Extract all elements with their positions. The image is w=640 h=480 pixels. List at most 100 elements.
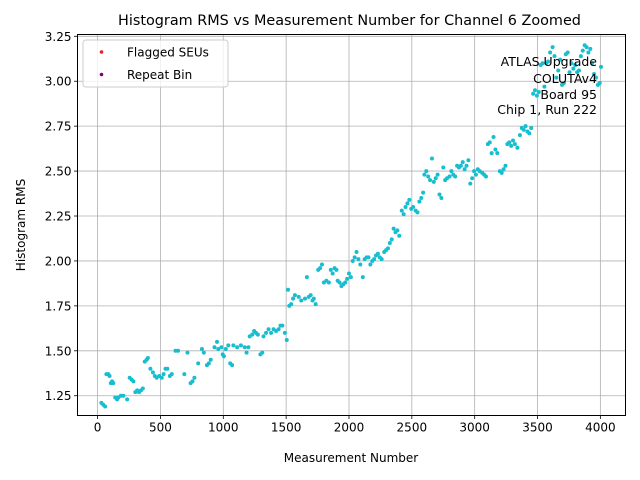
x-tick-label: 1000 <box>208 421 239 435</box>
data-point <box>598 64 603 69</box>
data-point <box>578 54 583 59</box>
x-tick-label: 0 <box>94 421 102 435</box>
data-point <box>529 125 534 130</box>
x-axis-ticks: 0 500 1000 1500 2000 2500 3000 3500 4000 <box>94 415 616 435</box>
data-point <box>435 172 440 177</box>
legend-marker-repeat-bin <box>99 72 104 77</box>
y-tick-label: 1.50 <box>45 344 72 358</box>
data-point <box>261 334 266 339</box>
data-point <box>468 181 473 186</box>
data-point <box>517 133 522 138</box>
data-point <box>368 262 373 267</box>
data-point <box>345 276 350 281</box>
data-point <box>536 90 541 95</box>
data-point <box>165 366 170 371</box>
data-point <box>284 338 289 343</box>
annotation-line-3: Board 95 <box>540 87 597 102</box>
data-point <box>558 57 563 62</box>
x-tick-label: 3500 <box>522 421 553 435</box>
data-point <box>407 197 412 202</box>
data-point <box>565 50 570 55</box>
data-point <box>501 167 506 172</box>
data-point <box>286 287 291 292</box>
y-tick-label: 3.00 <box>45 75 72 89</box>
y-tick-label: 2.25 <box>45 210 72 224</box>
data-point <box>567 70 572 75</box>
data-point <box>190 379 195 384</box>
x-tick-label: 2000 <box>334 421 365 435</box>
data-point <box>387 240 392 245</box>
data-point <box>337 280 342 285</box>
data-point <box>360 275 365 280</box>
data-point <box>473 172 478 177</box>
data-point <box>304 275 309 280</box>
data-point <box>308 293 313 298</box>
data-point <box>483 174 488 179</box>
data-point <box>511 138 516 143</box>
data-point <box>269 330 274 335</box>
data-point <box>212 345 217 350</box>
data-point <box>556 68 561 73</box>
data-point <box>415 210 420 215</box>
x-tick-label: 4000 <box>585 421 616 435</box>
data-point <box>169 372 174 377</box>
data-point <box>282 330 287 335</box>
data-point <box>552 54 557 59</box>
data-point <box>379 257 384 262</box>
data-point <box>391 226 396 231</box>
data-point <box>460 160 465 165</box>
data-point <box>433 176 438 181</box>
data-point <box>131 379 136 384</box>
data-point <box>289 302 294 307</box>
data-point <box>439 196 444 201</box>
data-point <box>125 397 130 402</box>
x-tick-label: 500 <box>149 421 172 435</box>
data-point <box>326 280 331 285</box>
data-point <box>372 257 377 262</box>
data-point <box>569 61 574 66</box>
data-point <box>296 294 301 299</box>
data-point <box>495 151 500 156</box>
data-point <box>584 45 589 50</box>
y-tick-label: 1.75 <box>45 299 72 313</box>
data-point <box>401 212 406 217</box>
data-point <box>107 373 112 378</box>
data-point <box>199 347 204 352</box>
data-point <box>385 246 390 251</box>
data-point <box>328 267 333 272</box>
data-point <box>255 332 260 337</box>
legend-label-flagged-seus: Flagged SEUs <box>127 46 209 60</box>
data-point <box>449 169 454 174</box>
data-point <box>531 91 536 96</box>
data-point <box>192 375 197 380</box>
data-point <box>493 147 498 152</box>
data-point <box>235 345 240 350</box>
legend-marker-flagged-seus <box>99 50 104 54</box>
data-point <box>223 347 228 352</box>
data-point <box>586 50 591 55</box>
data-point <box>592 72 597 77</box>
data-point <box>319 262 324 267</box>
x-axis-label: Measurement Number <box>284 451 418 465</box>
data-point <box>441 165 446 170</box>
data-point <box>350 258 355 263</box>
data-point <box>334 267 339 272</box>
data-point <box>148 366 153 371</box>
data-point <box>437 192 442 197</box>
data-point <box>512 142 517 147</box>
grid-horizontal <box>77 35 626 397</box>
annotation-line-1: ATLAS Upgrade <box>501 54 598 69</box>
data-point <box>487 140 492 145</box>
data-point <box>447 174 452 179</box>
x-tick-label: 1500 <box>271 421 302 435</box>
data-point <box>453 174 458 179</box>
data-point <box>466 158 471 163</box>
y-axis-ticks: 1.25 1.50 1.75 2.00 2.25 2.50 2.75 3.00 3.25 <box>45 30 78 403</box>
data-point <box>540 61 545 66</box>
data-point <box>302 296 307 301</box>
data-point <box>348 275 353 280</box>
data-point <box>159 375 164 380</box>
legend-label-repeat-bin: Repeat Bin <box>127 68 192 82</box>
data-point <box>238 343 243 348</box>
data-point <box>182 372 187 377</box>
